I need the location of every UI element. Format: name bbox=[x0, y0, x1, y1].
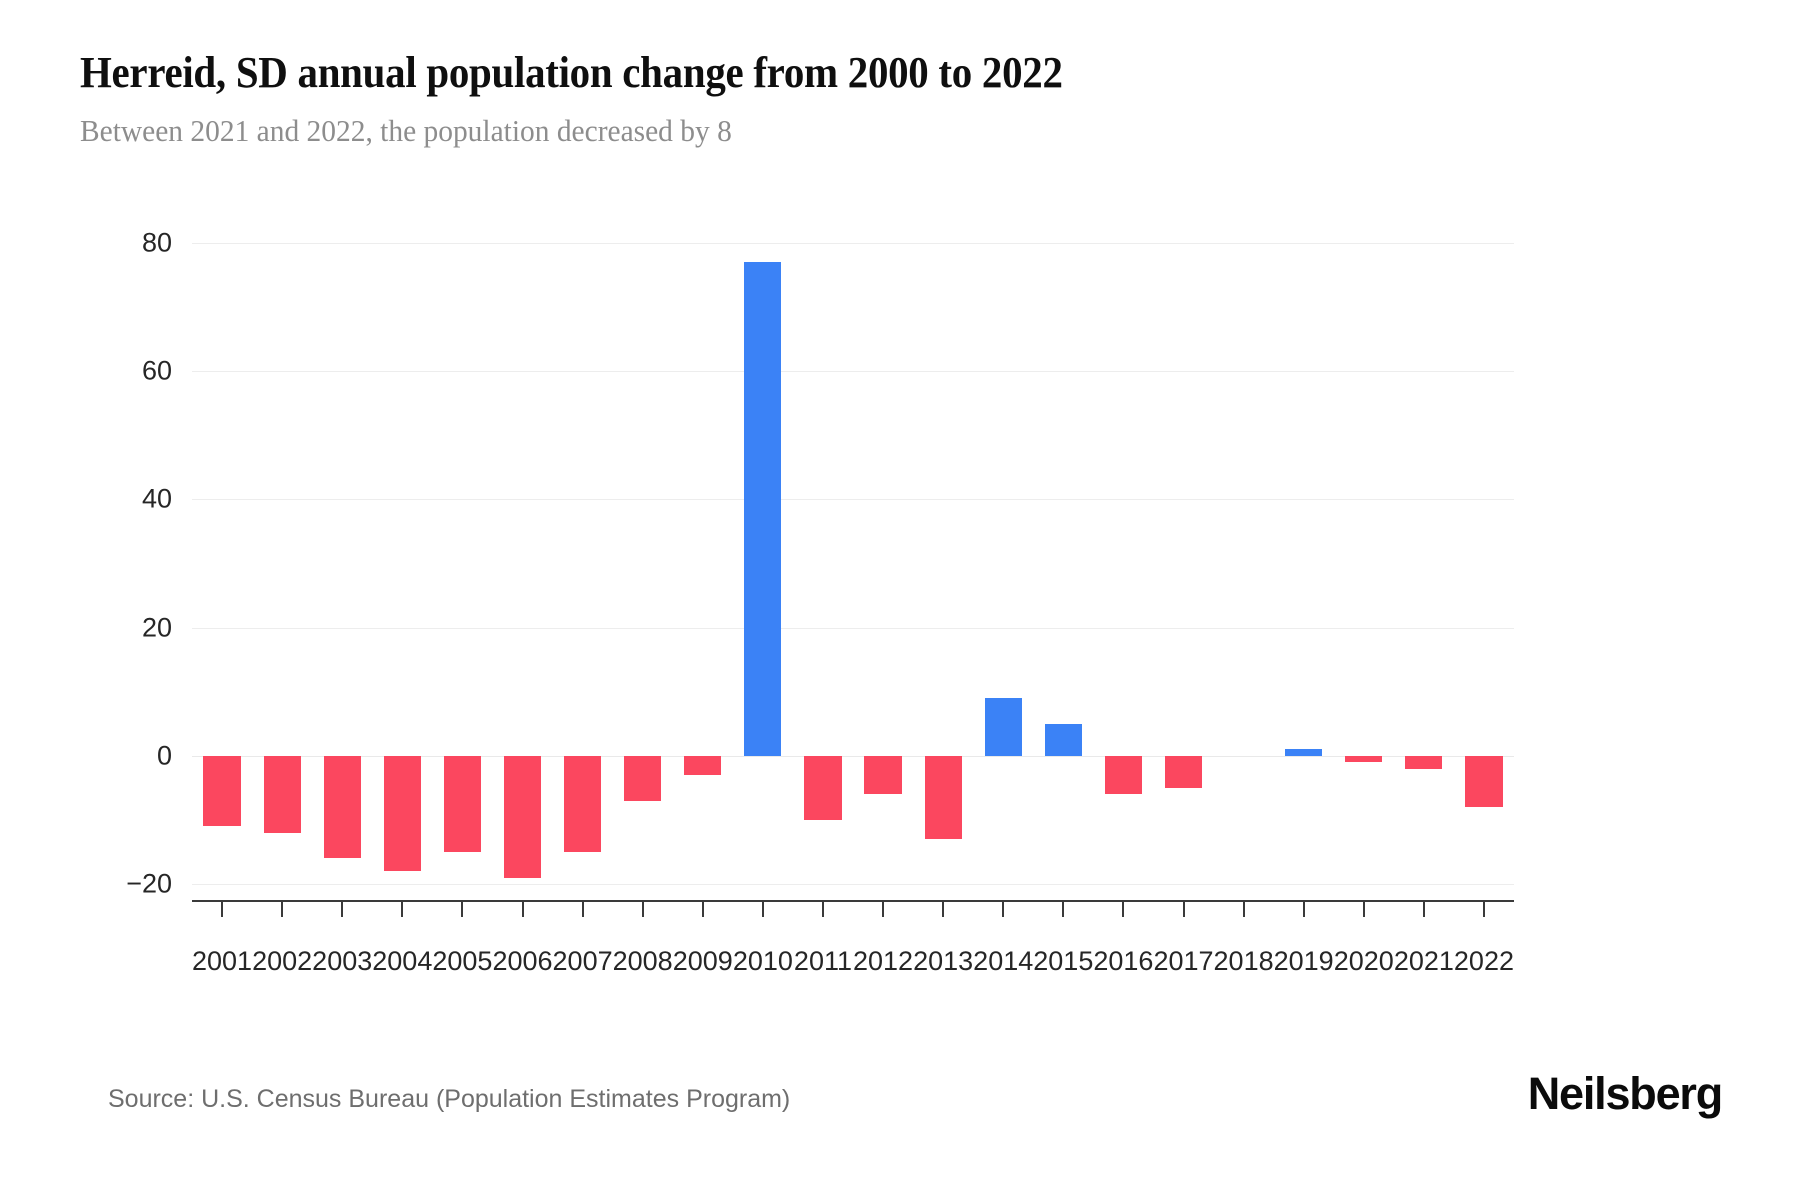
x-axis-tick bbox=[641, 902, 644, 917]
brand-logo: Neilsberg bbox=[1527, 1068, 1723, 1119]
x-axis-tick-label: 2007 bbox=[552, 946, 613, 976]
x-axis-tick bbox=[942, 902, 945, 917]
chart-subtitle: Between 2021 and 2022, the population de… bbox=[80, 113, 732, 149]
bar[interactable] bbox=[624, 755, 662, 801]
gridline bbox=[192, 627, 1514, 629]
x-axis-tick bbox=[461, 902, 464, 917]
x-axis-tick bbox=[821, 902, 824, 917]
x-axis-tick-label: 2017 bbox=[1153, 946, 1214, 976]
bar[interactable] bbox=[383, 755, 421, 872]
x-axis-tick-label: 2015 bbox=[1033, 946, 1094, 976]
x-axis-tick bbox=[1482, 902, 1485, 917]
bar[interactable] bbox=[804, 755, 842, 820]
bar[interactable] bbox=[1164, 755, 1203, 788]
y-axis-tick-label: 0 bbox=[156, 740, 172, 771]
bar[interactable] bbox=[984, 698, 1022, 756]
x-axis-tick bbox=[1242, 902, 1245, 917]
bar[interactable] bbox=[924, 755, 962, 840]
x-axis-tick-label: 2016 bbox=[1093, 946, 1154, 976]
x-axis-tick-label: 2010 bbox=[732, 946, 793, 976]
x-axis-tick-label: 2013 bbox=[913, 946, 974, 976]
x-axis-tick-label: 2002 bbox=[252, 946, 313, 976]
x-axis-tick-label: 2019 bbox=[1273, 946, 1334, 976]
x-axis-tick bbox=[1122, 902, 1125, 917]
x-axis-tick-labels: 2001 2002 2003 2004 2005 2006 2007 2008 2009 2010… bbox=[192, 946, 1514, 986]
page-title: Herreid, SD annual population change fro… bbox=[80, 48, 1063, 97]
x-axis-tick bbox=[1362, 902, 1365, 917]
x-axis-tick bbox=[761, 902, 764, 917]
bar[interactable] bbox=[263, 755, 301, 833]
y-axis-tick-label: 60 bbox=[141, 355, 172, 386]
x-axis-tick bbox=[1182, 902, 1185, 917]
bar[interactable] bbox=[684, 755, 722, 776]
x-axis-tick bbox=[341, 902, 344, 917]
x-axis-tick-label: 2018 bbox=[1213, 946, 1274, 976]
bar[interactable] bbox=[864, 755, 902, 795]
x-axis-tick bbox=[882, 902, 885, 917]
source-note: Source: U.S. Census Bureau (Population E… bbox=[108, 1085, 791, 1113]
x-axis-line bbox=[192, 900, 1514, 902]
bar[interactable] bbox=[203, 755, 241, 827]
y-axis-tick-label: −20 bbox=[126, 868, 172, 899]
gridline bbox=[192, 499, 1514, 501]
x-axis-tick bbox=[1422, 902, 1425, 917]
bar[interactable] bbox=[1285, 749, 1323, 756]
x-axis-tick-label: 2011 bbox=[793, 946, 852, 976]
y-axis-tick-label: 40 bbox=[141, 483, 172, 514]
bar[interactable] bbox=[443, 755, 482, 852]
x-axis-tick bbox=[221, 902, 224, 917]
bar[interactable] bbox=[503, 755, 542, 878]
x-axis-tick bbox=[1302, 902, 1305, 917]
x-axis-tick-label: 2021 bbox=[1393, 946, 1454, 976]
bar-series bbox=[192, 243, 1514, 884]
bar[interactable] bbox=[1104, 755, 1143, 795]
x-axis-tick-label: 2022 bbox=[1453, 946, 1514, 976]
bar[interactable] bbox=[323, 755, 361, 859]
x-axis-tick-label: 2009 bbox=[672, 946, 733, 976]
x-axis-tick-label: 2004 bbox=[372, 946, 433, 976]
x-axis-tick bbox=[401, 902, 404, 917]
x-axis-tick bbox=[581, 902, 584, 917]
chart-header: Herreid, SD annual population change fro… bbox=[80, 48, 1730, 149]
bar[interactable] bbox=[1465, 755, 1503, 808]
bar[interactable] bbox=[1044, 723, 1082, 756]
x-axis-tick-label: 2008 bbox=[612, 946, 673, 976]
x-axis-tick-label: 2012 bbox=[852, 946, 914, 976]
plot-area: 80 60 40 20 0 −20 bbox=[126, 228, 1514, 899]
x-axis-tick-label: 2003 bbox=[312, 946, 373, 976]
x-axis-tick bbox=[701, 902, 704, 917]
x-axis-tick-label: 2006 bbox=[492, 946, 553, 976]
bar[interactable] bbox=[1405, 755, 1443, 769]
x-axis-tick bbox=[521, 902, 524, 917]
x-axis-tick-label: 2014 bbox=[973, 946, 1034, 976]
x-axis-tick bbox=[281, 902, 284, 917]
y-axis-tick-label: 20 bbox=[141, 612, 172, 643]
gridline bbox=[192, 243, 1514, 244]
gridline bbox=[192, 884, 1514, 885]
gridline bbox=[192, 371, 1514, 373]
x-axis-tick-label: 2005 bbox=[432, 946, 493, 976]
x-axis-tick bbox=[1062, 902, 1065, 917]
x-axis-tick bbox=[1002, 902, 1005, 917]
y-axis-tick-label: 80 bbox=[141, 227, 172, 258]
bar[interactable] bbox=[744, 262, 782, 756]
x-axis-tick-label: 2020 bbox=[1333, 946, 1394, 976]
x-axis-tick-label: 2001 bbox=[191, 946, 253, 976]
gridline bbox=[192, 755, 1514, 757]
bar[interactable] bbox=[563, 755, 602, 852]
bar[interactable] bbox=[1345, 755, 1383, 763]
x-axis-ticks bbox=[192, 902, 1514, 918]
